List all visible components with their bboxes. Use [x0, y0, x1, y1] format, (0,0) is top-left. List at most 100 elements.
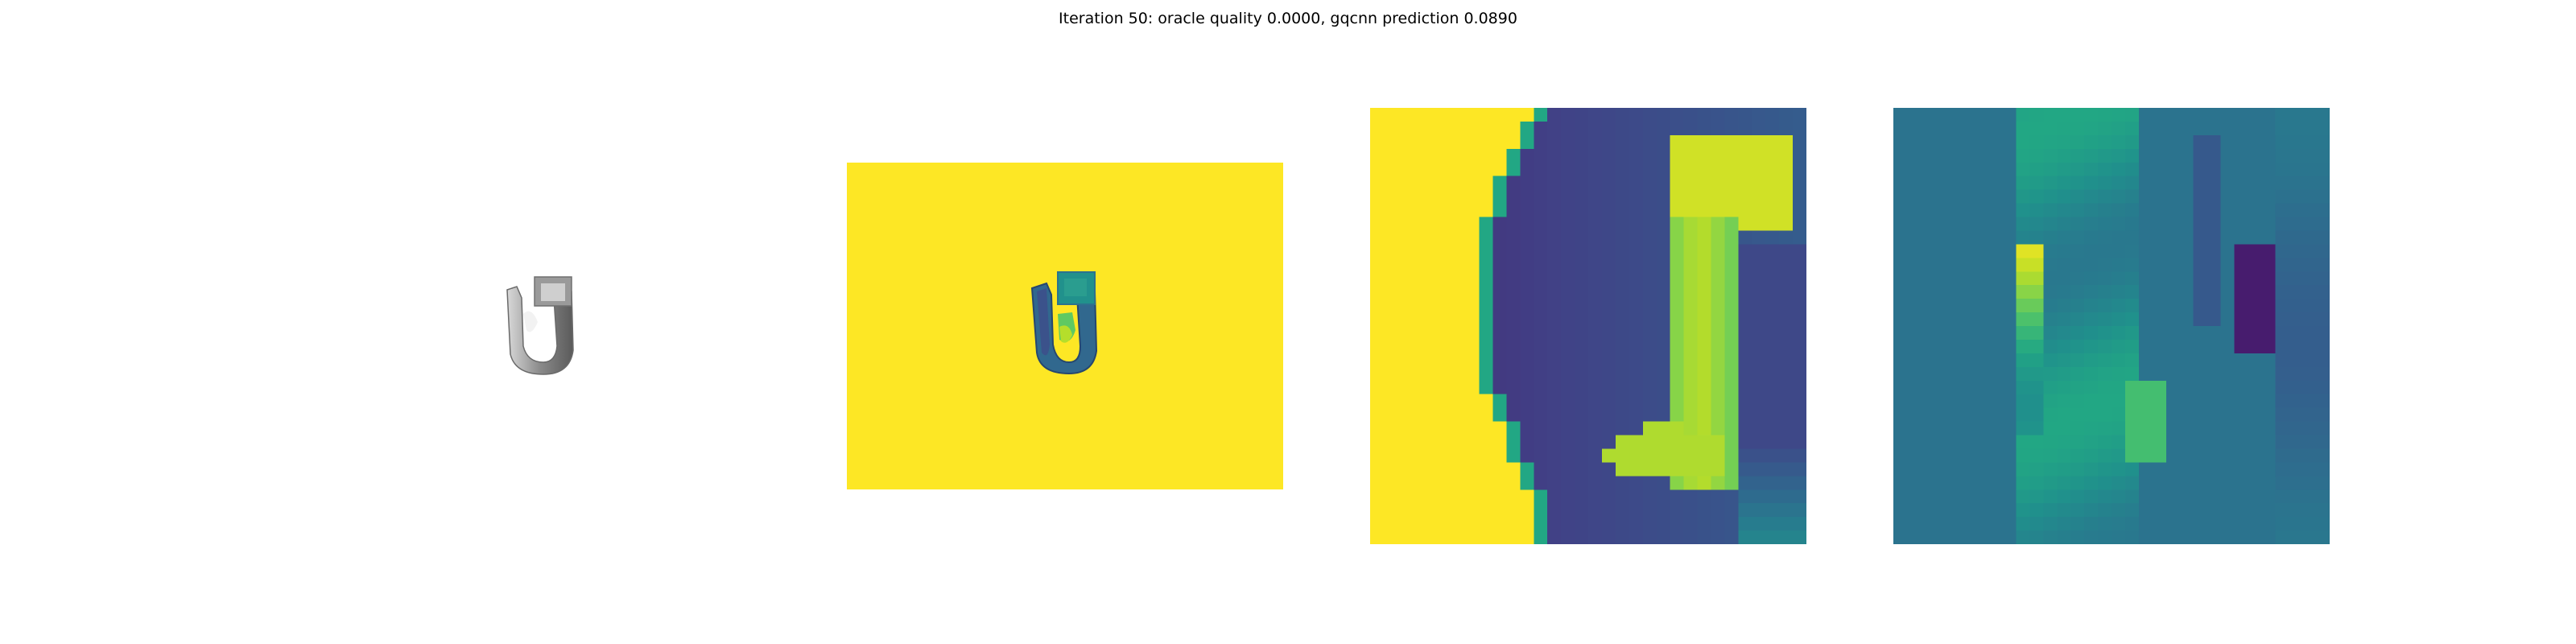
- depth-crop-cell: [1451, 285, 1467, 299]
- depth-crop-cell: [1520, 517, 1534, 531]
- depth-crop-cell: [1601, 230, 1616, 245]
- gradient-crop-cell: [2302, 448, 2317, 463]
- gradient-crop-cell: [2248, 448, 2262, 463]
- gradient-crop-cell: [2261, 312, 2276, 327]
- figure-title: Iteration 50: oracle quality 0.0000, gqc…: [1059, 10, 1517, 27]
- gradient-crop-cell: [1947, 326, 1963, 341]
- gradient-crop-cell: [1961, 462, 1976, 477]
- depth-crop-cell: [1451, 530, 1467, 544]
- depth-crop-cell: [1752, 353, 1766, 368]
- depth-crop-cell: [1601, 134, 1616, 150]
- gradient-crop-cell: [2070, 489, 2085, 504]
- gradient-crop-cell: [2124, 476, 2140, 490]
- gradient-crop-cell: [2289, 285, 2303, 299]
- gradient-crop-cell: [2016, 217, 2030, 232]
- gradient-crop-cell: [2070, 394, 2085, 409]
- gradient-crop-cell: [1920, 448, 1935, 463]
- depth-crop-cell: [1438, 217, 1453, 232]
- depth-crop-cell: [1397, 435, 1412, 450]
- gradient-crop-cell: [2275, 217, 2289, 232]
- depth-crop-cell: [1752, 435, 1766, 450]
- depth-crop-cell: [1615, 517, 1630, 531]
- gradient-crop-cell: [2112, 162, 2126, 177]
- gradient-crop-cell: [2070, 326, 2085, 341]
- gradient-crop-cell: [2138, 476, 2153, 490]
- gradient-crop-cell: [2316, 217, 2330, 232]
- gradient-crop-cell: [1947, 435, 1963, 450]
- gradient-crop-cell: [1893, 134, 1908, 150]
- depth-crop-cell: [1575, 489, 1589, 504]
- gradient-crop-cell: [2152, 134, 2167, 150]
- depth-crop-cell: [1547, 326, 1562, 341]
- gradient-crop-cell: [2002, 353, 2017, 368]
- depth-crop-cell: [1575, 366, 1589, 382]
- gradient-crop-cell: [2070, 380, 2085, 395]
- depth-crop-cell: [1629, 134, 1644, 150]
- gradient-crop-cell: [2207, 517, 2222, 531]
- depth-crop-cell: [1752, 175, 1766, 191]
- gradient-crop-cell: [1947, 108, 1963, 122]
- depth-crop-cell: [1697, 380, 1712, 395]
- depth-crop-cell: [1642, 380, 1657, 395]
- depth-crop-cell: [1697, 517, 1712, 531]
- gradient-crop-cell: [2248, 134, 2262, 150]
- gradient-crop-cell: [2179, 148, 2194, 163]
- gradient-crop-cell: [1934, 462, 1949, 477]
- depth-crop-cell: [1534, 462, 1548, 477]
- depth-crop-cell: [1683, 448, 1699, 463]
- gradient-crop-cell: [2193, 271, 2208, 286]
- depth-crop-cell: [1506, 244, 1521, 258]
- gradient-crop-cell: [2152, 175, 2167, 191]
- depth-crop-cell: [1711, 517, 1725, 531]
- gradient-crop-cell: [2275, 175, 2289, 191]
- depth-crop-cell: [1534, 148, 1548, 163]
- gradient-crop-cell: [1920, 162, 1935, 177]
- depth-crop-cell: [1492, 258, 1507, 272]
- gradient-crop-cell: [1947, 366, 1963, 382]
- gradient-crop-cell: [2084, 312, 2099, 327]
- gradient-crop-cell: [2152, 121, 2167, 136]
- gradient-crop-cell: [1947, 339, 1963, 354]
- gradient-crop-cell: [2165, 244, 2181, 258]
- gradient-crop-cell: [2193, 353, 2208, 368]
- depth-crop-cell: [1424, 448, 1439, 463]
- depth-crop-cell: [1397, 476, 1412, 490]
- gradient-crop-cell: [2112, 489, 2126, 504]
- depth-crop-cell: [1451, 394, 1467, 409]
- depth-crop-cell: [1561, 421, 1575, 436]
- gradient-crop-cell: [1947, 407, 1963, 423]
- depth-crop-cell: [1697, 407, 1712, 423]
- depth-crop-cell: [1451, 380, 1467, 395]
- depth-crop-cell: [1615, 148, 1630, 163]
- depth-crop-cell: [1465, 258, 1480, 272]
- gradient-crop-cell: [2165, 353, 2181, 368]
- depth-crop-cell: [1492, 339, 1507, 354]
- gradient-crop-cell: [1893, 326, 1908, 341]
- gradient-crop-cell: [1988, 285, 2004, 299]
- gradient-crop-cell: [2220, 230, 2235, 245]
- gradient-crop-cell: [2029, 394, 2044, 409]
- gradient-crop-cell: [1961, 421, 1976, 436]
- depth-crop-cell: [1383, 175, 1398, 191]
- gradient-crop-cell: [2316, 407, 2330, 423]
- gradient-crop-cell: [1975, 134, 1990, 150]
- gradient-crop-cell: [2165, 134, 2181, 150]
- gradient-crop-cell: [2152, 230, 2167, 245]
- gradient-crop-cell: [2152, 203, 2167, 218]
- gradient-crop-cell: [1975, 476, 1990, 490]
- gradient-crop-cell: [1975, 203, 1990, 218]
- depth-crop-cell: [1711, 244, 1725, 258]
- depth-crop-cell: [1383, 285, 1398, 299]
- gradient-crop-cell: [2248, 380, 2262, 395]
- depth-crop-cell: [1779, 353, 1794, 368]
- depth-crop-cell: [1793, 353, 1806, 368]
- depth-crop-cell: [1479, 312, 1494, 327]
- depth-crop-cell: [1410, 530, 1426, 544]
- gradient-crop-cell: [1920, 148, 1935, 163]
- depth-crop-cell: [1438, 108, 1453, 122]
- depth-crop-cell: [1451, 353, 1467, 368]
- gradient-crop-cell: [2179, 435, 2194, 450]
- depth-crop-cell: [1615, 435, 1630, 450]
- depth-crop-cell: [1615, 203, 1630, 218]
- depth-crop-cell: [1534, 448, 1548, 463]
